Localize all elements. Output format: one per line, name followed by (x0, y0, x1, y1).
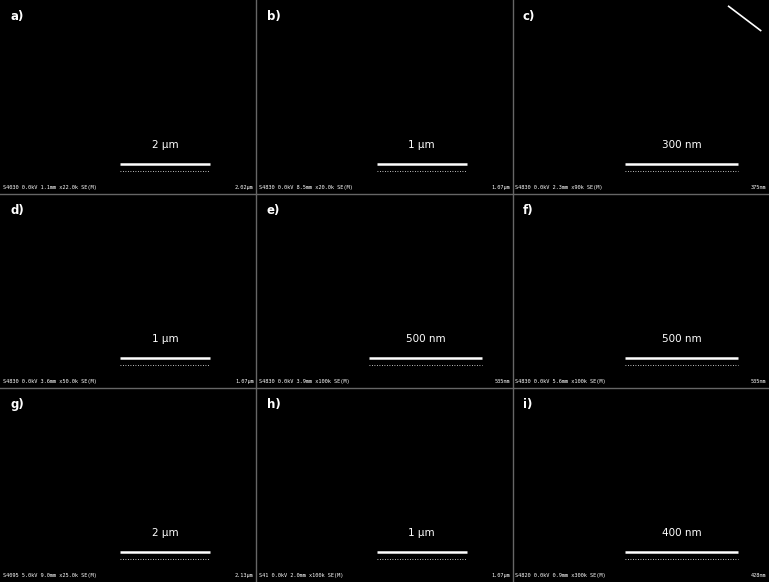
Text: S4030 0.0kV 1.1mm x22.0k SE(M): S4030 0.0kV 1.1mm x22.0k SE(M) (2, 185, 96, 190)
Text: 1.07μm: 1.07μm (235, 379, 254, 384)
Text: 535nm: 535nm (751, 379, 767, 384)
Text: d): d) (10, 204, 24, 217)
Text: 2.13μm: 2.13μm (235, 573, 254, 578)
Text: S4830 0.0kV 3.6mm x50.0k SE(M): S4830 0.0kV 3.6mm x50.0k SE(M) (2, 379, 96, 384)
Text: S4830 0.0kV 2.3mm x90k SE(M): S4830 0.0kV 2.3mm x90k SE(M) (515, 185, 603, 190)
Text: 500 nm: 500 nm (662, 334, 701, 345)
Text: i): i) (523, 398, 532, 411)
Text: c): c) (523, 10, 535, 23)
Text: 1 μm: 1 μm (152, 334, 178, 345)
Text: 500 nm: 500 nm (406, 334, 445, 345)
Text: 1 μm: 1 μm (408, 528, 435, 538)
Text: 2 μm: 2 μm (152, 140, 178, 150)
Text: 2 μm: 2 μm (152, 528, 178, 538)
Text: 400 nm: 400 nm (662, 528, 701, 538)
Text: S4830 0.0kV 5.6mm x100k SE(M): S4830 0.0kV 5.6mm x100k SE(M) (515, 379, 606, 384)
Text: 1 μm: 1 μm (408, 140, 435, 150)
Text: 300 nm: 300 nm (662, 140, 701, 150)
Text: S4830 0.0kV 3.9mm x100k SE(M): S4830 0.0kV 3.9mm x100k SE(M) (259, 379, 350, 384)
Text: h): h) (267, 398, 281, 411)
Text: g): g) (10, 398, 24, 411)
Text: b): b) (267, 10, 281, 23)
Text: 375nm: 375nm (751, 185, 767, 190)
Text: S4830 0.0kV 8.5mm x20.0k SE(M): S4830 0.0kV 8.5mm x20.0k SE(M) (259, 185, 353, 190)
Text: f): f) (523, 204, 534, 217)
Text: 2.02μm: 2.02μm (235, 185, 254, 190)
Text: 535nm: 535nm (494, 379, 510, 384)
Text: S41 0.0kV 2.0mm x100k SE(M): S41 0.0kV 2.0mm x100k SE(M) (259, 573, 343, 578)
Text: 428nm: 428nm (751, 573, 767, 578)
Text: e): e) (267, 204, 280, 217)
Text: a): a) (10, 10, 24, 23)
Text: S4820 0.0kV 0.9mm x300k SE(M): S4820 0.0kV 0.9mm x300k SE(M) (515, 573, 606, 578)
Text: S4095 5.0kV 9.0mm x25.0k SE(M): S4095 5.0kV 9.0mm x25.0k SE(M) (2, 573, 96, 578)
Text: 1.07μm: 1.07μm (491, 573, 510, 578)
Text: 1.07μm: 1.07μm (491, 185, 510, 190)
